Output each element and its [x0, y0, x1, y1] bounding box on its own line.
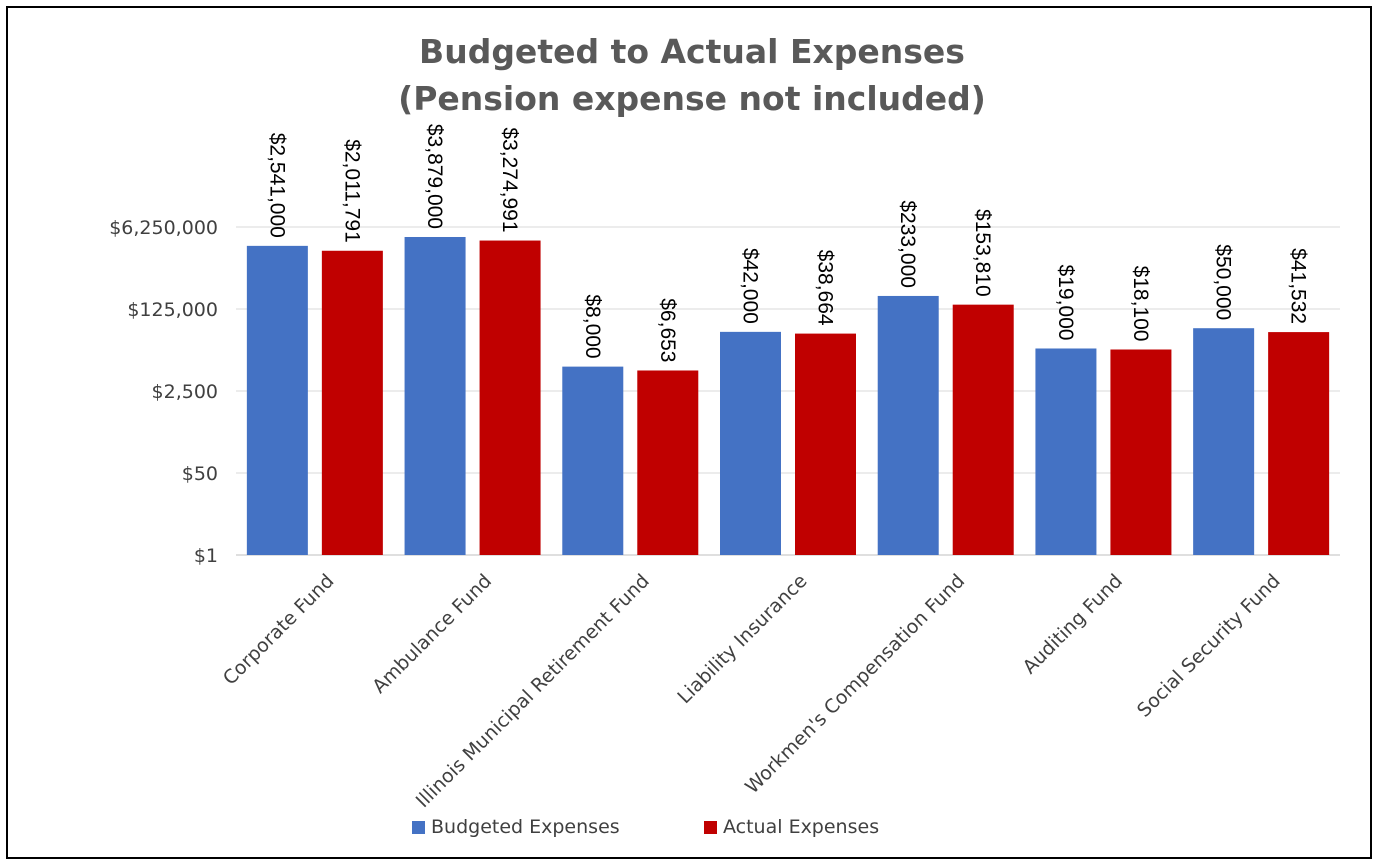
bar-actual	[795, 333, 856, 555]
chart-title-line-2: (Pension expense not included)	[398, 79, 986, 118]
data-label: $2,541,000	[265, 133, 288, 238]
bar-actual	[952, 304, 1014, 555]
bar-budgeted	[877, 295, 939, 555]
data-label: $6,653	[656, 298, 679, 362]
data-label: $2,011,791	[340, 139, 363, 243]
data-label: $153,810	[971, 209, 994, 297]
data-label: $42,000	[739, 248, 762, 324]
y-tick-label: $50	[182, 463, 218, 485]
bar-actual	[637, 370, 699, 555]
data-label: $41,532	[1287, 248, 1310, 324]
data-label: $8,000	[581, 294, 604, 358]
bar-budgeted	[404, 236, 466, 556]
chart-title-line-1: Budgeted to Actual Expenses	[419, 32, 965, 71]
bar-actual	[479, 240, 541, 556]
y-tick-label: $1	[194, 545, 218, 567]
y-axis-ticks: $1 $50 $2,500 $125,000 $6,250,000	[109, 217, 218, 567]
bar-budgeted	[1035, 348, 1097, 555]
y-tick-label: $6,250,000	[109, 217, 218, 239]
legend-label: Actual Expenses	[723, 816, 879, 838]
bar-actual	[321, 250, 383, 555]
y-tick-label: $2,500	[152, 381, 218, 403]
data-labels: $2,541,000 $2,011,791 $3,879,000 $3,274,991…	[265, 124, 1309, 363]
data-label: $50,000	[1212, 244, 1235, 320]
data-label: $3,879,000	[423, 124, 446, 229]
gridlines	[236, 226, 1340, 556]
bar-actual	[1268, 332, 1330, 555]
legend: Budgeted Expenses Actual Expenses	[412, 816, 879, 838]
bar-budgeted	[246, 245, 308, 555]
bar-actual	[1110, 349, 1172, 555]
bar-budgeted	[1193, 328, 1255, 555]
legend-swatch	[412, 821, 425, 834]
bar-budgeted	[562, 366, 624, 555]
data-label: $18,100	[1129, 266, 1152, 342]
x-category-label: Ambulance Fund	[368, 570, 496, 698]
x-category-label: Corporate Fund	[219, 570, 339, 690]
data-label: $233,000	[896, 200, 919, 288]
bar-budgeted	[720, 331, 781, 555]
legend-label: Budgeted Expenses	[431, 816, 620, 838]
x-category-label: Auditing Fund	[1019, 570, 1127, 678]
data-label: $38,664	[814, 250, 837, 326]
legend-swatch	[704, 821, 717, 834]
data-label: $19,000	[1054, 265, 1077, 341]
y-tick-label: $125,000	[127, 299, 218, 321]
bars	[246, 236, 1330, 556]
x-category-label: Social Security Fund	[1133, 570, 1285, 722]
x-category-label: Liability Insurance	[673, 570, 811, 708]
data-label: $3,274,991	[498, 127, 521, 232]
